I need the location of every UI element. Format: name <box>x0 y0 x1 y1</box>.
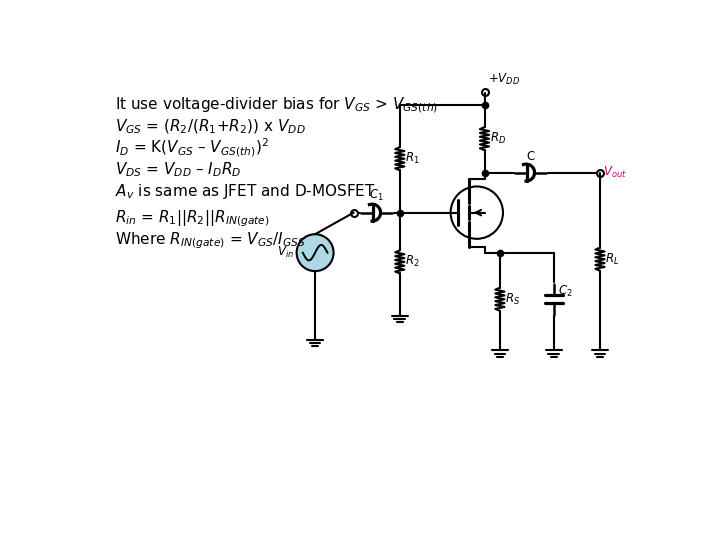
Text: It use voltage-divider bias for $V_{GS}$ > $V_{GS(th)}$: It use voltage-divider bias for $V_{GS}$… <box>115 95 438 114</box>
Text: $R_L$: $R_L$ <box>606 252 620 267</box>
Text: $V_{in}$: $V_{in}$ <box>276 245 294 260</box>
Circle shape <box>297 234 333 271</box>
Text: $V_{out}$: $V_{out}$ <box>603 165 627 180</box>
Text: $R_D$: $R_D$ <box>490 131 506 146</box>
Text: $R_1$: $R_1$ <box>405 151 420 166</box>
Text: Where $R_{IN(gate)}$ = $V_{GS}$/$I_{GSS}$: Where $R_{IN(gate)}$ = $V_{GS}$/$I_{GSS}… <box>115 230 305 251</box>
Text: $V_{DS}$ = $V_{DD}$ – $I_D$$R_D$: $V_{DS}$ = $V_{DD}$ – $I_D$$R_D$ <box>115 160 241 179</box>
Text: $+V_{DD}$: $+V_{DD}$ <box>487 72 520 87</box>
Text: $R_S$: $R_S$ <box>505 292 521 307</box>
Text: $R_2$: $R_2$ <box>405 254 420 269</box>
Text: $I_D$ = K($V_{GS}$ – $V_{GS(th)}$)$^2$: $I_D$ = K($V_{GS}$ – $V_{GS(th)}$)$^2$ <box>115 137 269 159</box>
Text: $A_v$ is same as JFET and D-MOSFET: $A_v$ is same as JFET and D-MOSFET <box>115 181 376 200</box>
Text: $R_{in}$ = $R_1$||$R_2$||$R_{IN(gate)}$: $R_{in}$ = $R_1$||$R_2$||$R_{IN(gate)}$ <box>115 208 269 229</box>
Text: C: C <box>526 150 535 163</box>
Text: $C_1$: $C_1$ <box>369 187 384 202</box>
Text: $C_2$: $C_2$ <box>559 284 573 299</box>
Text: $V_{GS}$ = ($R_2$/($R_1$+$R_2$)) x $V_{DD}$: $V_{GS}$ = ($R_2$/($R_1$+$R_2$)) x $V_{D… <box>115 117 305 136</box>
